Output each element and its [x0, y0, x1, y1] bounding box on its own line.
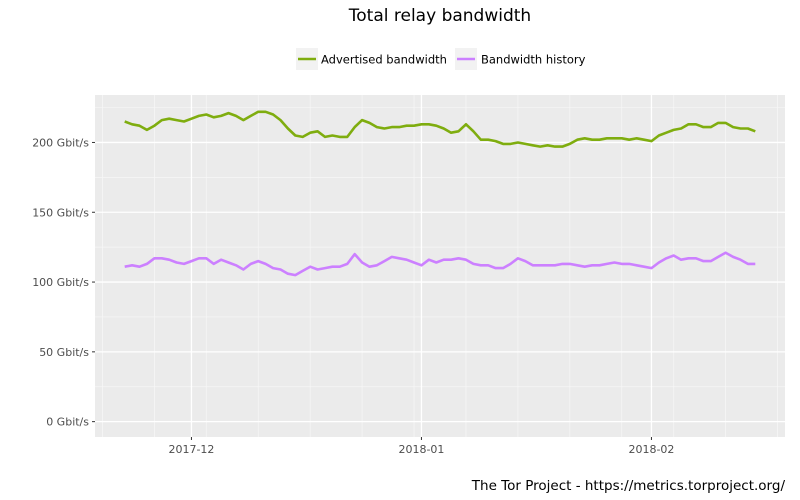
series-line-advertised-bandwidth: [124, 110, 756, 148]
chart-caption: The Tor Project - https://metrics.torpro…: [471, 478, 786, 494]
legend-label: Bandwidth history: [481, 53, 586, 67]
x-tick-label: 2017-12: [168, 443, 214, 456]
legend: Advertised bandwidth Bandwidth history: [296, 48, 586, 70]
y-tick-label: 200 Gbit/s: [32, 136, 89, 149]
x-tick-label: 2018-01: [398, 443, 444, 456]
grid: [95, 95, 785, 437]
chart-title: Total relay bandwidth: [348, 6, 531, 26]
plot-panel: [95, 95, 785, 437]
y-tick-label: 0 Gbit/s: [46, 416, 89, 429]
y-tick-label: 50 Gbit/s: [39, 346, 89, 359]
x-tick-label: 2018-02: [628, 443, 674, 456]
series-lines: [124, 110, 756, 277]
series-line-bandwidth-history: [124, 251, 756, 277]
y-tick-label: 100 Gbit/s: [32, 276, 89, 289]
y-tick-label: 150 Gbit/s: [32, 206, 89, 219]
legend-label: Advertised bandwidth: [321, 53, 447, 67]
axes: 0 Gbit/s 50 Gbit/s 100 Gbit/s 150 Gbit/s 200…: [32, 136, 674, 456]
